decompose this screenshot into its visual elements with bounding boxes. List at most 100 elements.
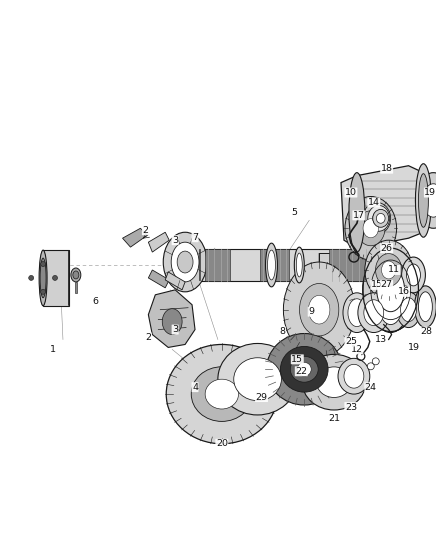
- Ellipse shape: [363, 295, 369, 301]
- Ellipse shape: [357, 211, 385, 246]
- Text: 4: 4: [192, 383, 198, 392]
- Text: 22: 22: [295, 367, 307, 376]
- Polygon shape: [148, 290, 195, 348]
- Ellipse shape: [29, 276, 34, 280]
- Text: 2: 2: [145, 333, 152, 342]
- Text: 8: 8: [279, 327, 286, 336]
- Polygon shape: [205, 249, 230, 281]
- Ellipse shape: [367, 363, 374, 370]
- Text: 9: 9: [308, 307, 314, 316]
- Ellipse shape: [379, 285, 403, 325]
- Ellipse shape: [401, 298, 417, 321]
- Ellipse shape: [297, 253, 302, 277]
- Ellipse shape: [338, 358, 370, 394]
- Text: 11: 11: [388, 265, 399, 274]
- Text: 19: 19: [407, 343, 420, 352]
- Text: 27: 27: [381, 280, 393, 289]
- Text: 18: 18: [381, 164, 393, 173]
- Text: 21: 21: [328, 415, 340, 423]
- Ellipse shape: [163, 232, 207, 292]
- Ellipse shape: [363, 219, 378, 238]
- Text: 7: 7: [192, 233, 198, 241]
- Ellipse shape: [268, 250, 276, 280]
- Ellipse shape: [297, 362, 311, 376]
- Ellipse shape: [53, 276, 57, 280]
- Ellipse shape: [423, 184, 438, 217]
- Ellipse shape: [280, 346, 328, 392]
- Ellipse shape: [317, 367, 352, 398]
- Polygon shape: [329, 249, 369, 281]
- Ellipse shape: [373, 277, 409, 333]
- Text: 12: 12: [351, 345, 363, 354]
- Text: 16: 16: [398, 287, 410, 296]
- Ellipse shape: [348, 299, 366, 327]
- Ellipse shape: [416, 164, 431, 237]
- Ellipse shape: [73, 271, 79, 279]
- Text: 23: 23: [345, 402, 357, 411]
- Polygon shape: [319, 253, 394, 277]
- Ellipse shape: [363, 203, 391, 234]
- Text: 26: 26: [381, 244, 393, 253]
- Text: 19: 19: [424, 188, 436, 197]
- Ellipse shape: [343, 293, 371, 333]
- Ellipse shape: [294, 247, 304, 283]
- Text: 3: 3: [172, 325, 178, 334]
- Ellipse shape: [406, 264, 420, 286]
- Text: 20: 20: [216, 439, 228, 448]
- Ellipse shape: [376, 213, 385, 223]
- Ellipse shape: [414, 286, 436, 328]
- Ellipse shape: [375, 254, 402, 286]
- Ellipse shape: [349, 173, 365, 252]
- Polygon shape: [200, 249, 389, 281]
- Ellipse shape: [177, 251, 193, 273]
- Ellipse shape: [283, 262, 355, 357]
- Ellipse shape: [369, 295, 375, 301]
- Polygon shape: [165, 272, 185, 290]
- Ellipse shape: [366, 305, 372, 311]
- Ellipse shape: [290, 357, 318, 382]
- Text: 3: 3: [172, 236, 178, 245]
- Ellipse shape: [205, 379, 239, 409]
- Ellipse shape: [71, 268, 81, 282]
- Text: 1: 1: [50, 345, 56, 354]
- Ellipse shape: [368, 205, 390, 231]
- Ellipse shape: [162, 309, 182, 335]
- Polygon shape: [341, 166, 428, 248]
- Ellipse shape: [364, 300, 384, 326]
- Ellipse shape: [266, 334, 342, 405]
- Ellipse shape: [381, 261, 396, 279]
- Text: 13: 13: [374, 335, 387, 344]
- Ellipse shape: [191, 367, 252, 422]
- Ellipse shape: [374, 265, 407, 315]
- Ellipse shape: [39, 250, 47, 306]
- Ellipse shape: [369, 209, 385, 227]
- Ellipse shape: [373, 211, 385, 225]
- Ellipse shape: [41, 289, 46, 294]
- Ellipse shape: [418, 292, 432, 321]
- Ellipse shape: [372, 358, 379, 365]
- Ellipse shape: [218, 343, 297, 415]
- Text: 10: 10: [345, 188, 357, 197]
- Ellipse shape: [358, 293, 390, 333]
- Text: 15: 15: [291, 355, 303, 364]
- Polygon shape: [148, 232, 169, 252]
- Ellipse shape: [308, 295, 330, 324]
- Ellipse shape: [377, 268, 405, 312]
- Text: 6: 6: [93, 297, 99, 306]
- Ellipse shape: [302, 354, 366, 410]
- Ellipse shape: [41, 262, 46, 266]
- Text: 17: 17: [353, 211, 365, 220]
- Ellipse shape: [40, 258, 46, 298]
- Polygon shape: [75, 282, 77, 293]
- Ellipse shape: [345, 197, 396, 260]
- Text: 24: 24: [365, 383, 377, 392]
- Text: 5: 5: [291, 208, 297, 217]
- Text: 25: 25: [345, 337, 357, 346]
- Ellipse shape: [402, 257, 425, 293]
- Ellipse shape: [171, 242, 199, 282]
- Ellipse shape: [365, 240, 413, 300]
- Ellipse shape: [166, 344, 277, 444]
- Text: 28: 28: [420, 327, 432, 336]
- Polygon shape: [123, 228, 147, 247]
- Ellipse shape: [363, 248, 418, 332]
